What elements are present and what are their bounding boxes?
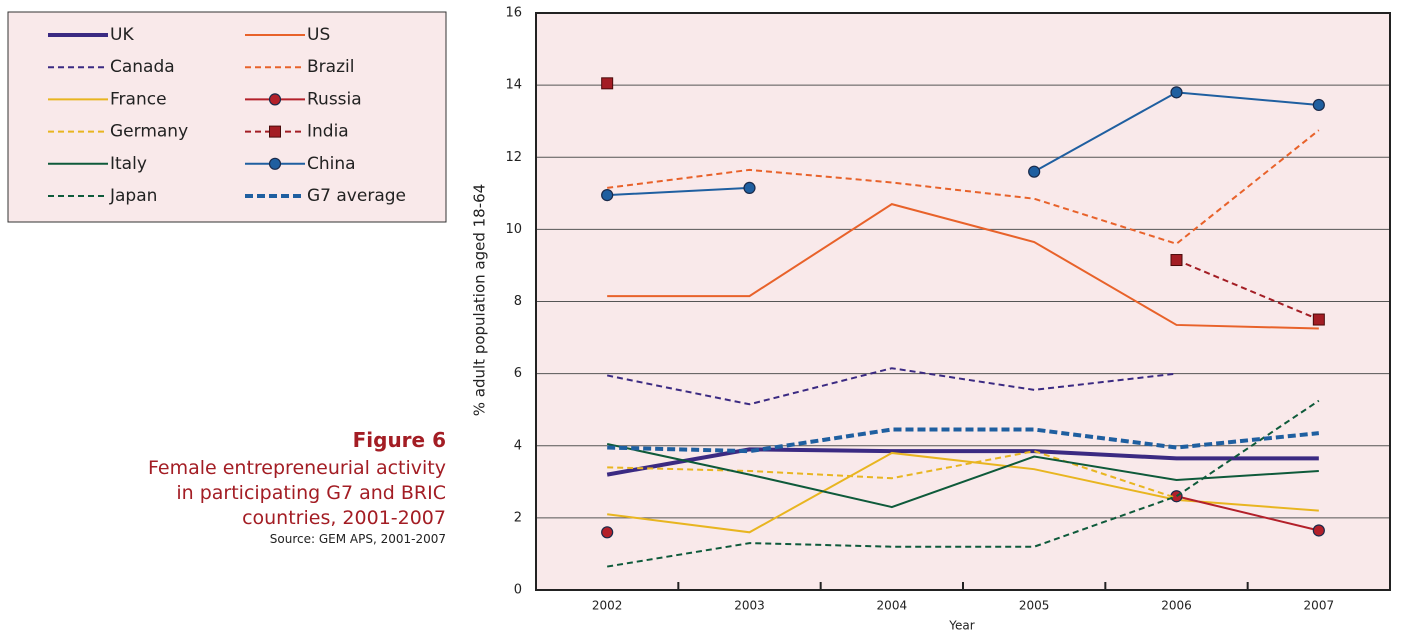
x-tick-label: 2006 [1161,599,1192,613]
legend-marker [269,125,281,138]
legend-label: Italy [110,154,147,174]
point [1028,165,1041,178]
series-line [607,203,1319,330]
legend-label: Japan [109,186,157,206]
series-line [607,427,1320,454]
figure-label: Figure 6 [352,428,446,452]
legend-label: Canada [110,57,175,77]
series-line [606,447,1319,477]
y-tick-label: 12 [505,150,522,165]
legend-label: Germany [110,122,188,142]
legend-label: Russia [307,89,362,109]
point [601,189,614,202]
figure-title: Female entrepreneurial activity in parti… [147,457,446,529]
plot-frame [535,12,1391,591]
source: Source: GEM APS, 2001-2007 [269,532,446,546]
y-tick-label: 14 [505,78,522,93]
point [1312,524,1325,537]
legend-label: India [307,122,349,142]
series-line [607,399,1320,568]
y-tick-label: 10 [505,222,522,237]
point [601,526,614,539]
legend-label: Brazil [307,57,354,77]
point [1312,313,1325,326]
y-tick-label: 4 [514,438,522,453]
legend-label: UK [110,25,134,45]
legend-marker [268,157,282,170]
x-tick-label: 2002 [592,599,623,613]
y-tick-label: 16 [505,6,522,21]
x-tick-label: 2004 [877,599,908,613]
point [743,181,756,195]
y-tick-label: 8 [514,294,522,309]
y-tick-label: 0 [514,583,522,598]
y-tick-label: 6 [514,366,522,381]
y-tick-label: 2 [514,510,522,525]
x-tick-label: 2005 [1019,599,1050,613]
legend-label: France [110,89,167,109]
series-line [606,367,1177,406]
series-line [606,442,1319,509]
x-tick-label: 2007 [1304,599,1335,613]
point [1170,86,1183,99]
point [601,77,614,90]
x-tick-label: 2003 [734,599,765,613]
legend-label: US [307,25,330,45]
series-line [1176,259,1320,321]
series-line [607,450,1177,499]
legend-box [7,11,447,223]
point [1312,98,1325,112]
legend-label: China [307,154,356,174]
legend-marker [268,93,282,106]
point [1170,254,1183,267]
x-axis-label: Year [948,619,974,633]
legend-label: G7 average [307,186,406,206]
y-axis-label: % adult population aged 18-64 [471,184,489,416]
series-line [1176,495,1320,532]
